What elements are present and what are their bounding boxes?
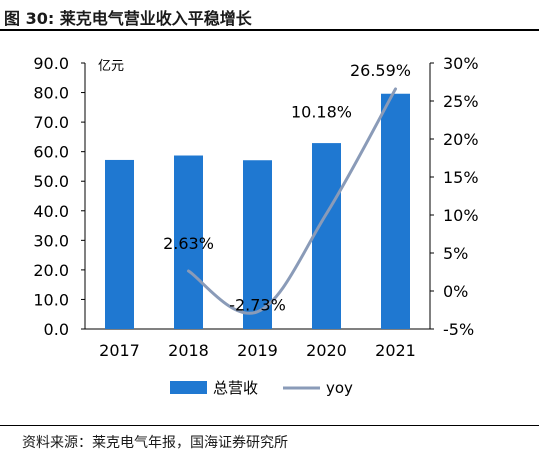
left-tick-label: 40.0 (33, 202, 69, 221)
right-tick-label: 0% (443, 282, 468, 301)
source-divider (0, 425, 539, 426)
right-tick-label: 30% (443, 54, 479, 73)
right-tick-label: 5% (443, 244, 468, 263)
legend-label-yoy: yoy (326, 379, 353, 397)
right-tick-label: 15% (443, 168, 479, 187)
revenue-chart: 0.0 10.0 20.0 30.0 40.0 50.0 60.0 70.0 80.0 90.0 亿… (33, 54, 479, 397)
left-axis-unit: 亿元 (98, 59, 124, 74)
left-tick-label: 30.0 (33, 231, 69, 250)
legend-swatch-revenue (170, 381, 207, 394)
legend-label-revenue: 总营收 (213, 379, 258, 397)
figure-title-bar: 图 30: 莱克电气营业收入平稳增长 (0, 0, 539, 31)
left-tick-label: 90.0 (33, 54, 69, 73)
yoy-line (187, 87, 397, 315)
revenue-bar (381, 93, 410, 329)
yoy-data-label: 2.63% (163, 234, 214, 253)
revenue-bar (174, 155, 203, 329)
x-tick-label: 2018 (168, 341, 209, 360)
revenue-bar (312, 143, 341, 329)
right-tick-label: 25% (443, 92, 479, 111)
figure-title: 图 30: 莱克电气营业收入平稳增长 (4, 9, 252, 28)
right-tick-label: 10% (443, 206, 479, 225)
x-tick-label: 2017 (99, 341, 140, 360)
x-tick-label: 2019 (237, 341, 278, 360)
yoy-data-label: -2.73% (229, 296, 286, 315)
right-tick-label: -5% (443, 320, 474, 339)
right-tick-label: 20% (443, 130, 479, 149)
left-tick-label: 80.0 (33, 84, 69, 103)
source-note: 资料来源：莱克电气年报，国海证券研究所 (22, 435, 288, 451)
revenue-bar (105, 159, 134, 329)
left-tick-label: 20.0 (33, 261, 69, 280)
left-tick-label: 50.0 (33, 172, 69, 191)
x-tick-label: 2020 (306, 341, 347, 360)
revenue-bar (243, 160, 272, 329)
left-tick-label: 70.0 (33, 113, 69, 132)
x-tick-label: 2021 (375, 341, 416, 360)
yoy-data-label: 10.18% (291, 103, 352, 122)
left-tick-label: 0.0 (44, 320, 69, 339)
yoy-data-label: 26.59% (350, 61, 411, 80)
left-tick-label: 10.0 (33, 290, 69, 309)
title-divider (0, 29, 539, 31)
left-tick-label: 60.0 (33, 143, 69, 162)
